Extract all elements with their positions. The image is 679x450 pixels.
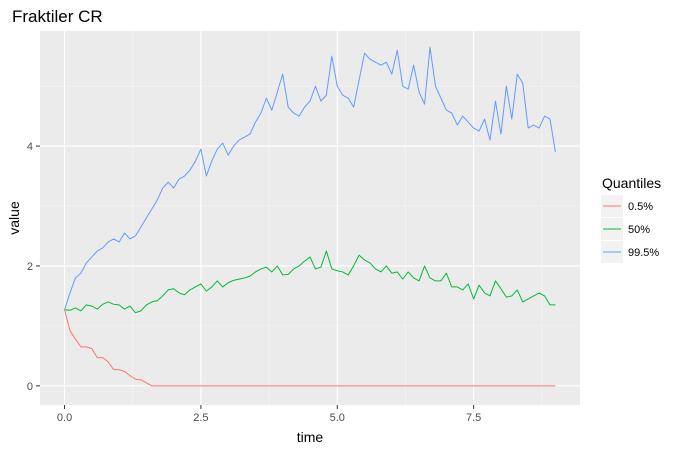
plot-panel	[40, 31, 580, 405]
y-axis-title: value	[6, 201, 22, 235]
x-axis: 0.0 2.5 5.0 7.5	[57, 405, 481, 424]
chart-title: Fraktiler CR	[12, 7, 103, 26]
legend-item-label: 0.5%	[628, 201, 653, 213]
series-line-2	[64, 46, 556, 310]
legend: Quantiles 0.5% 50% 99.5%	[601, 175, 661, 263]
y-tick-label: 0	[27, 381, 33, 393]
x-tick-label: 2.5	[193, 412, 208, 424]
x-tick-label: 5.0	[330, 412, 345, 424]
grid-minor	[40, 31, 580, 405]
y-tick-label: 2	[27, 261, 33, 273]
grid-major	[40, 31, 580, 405]
y-tick-label: 4	[27, 141, 33, 153]
x-tick-label: 0.0	[57, 412, 72, 424]
series-line-0	[64, 309, 556, 387]
legend-item-label: 99.5%	[628, 247, 659, 259]
series-line-1	[64, 250, 556, 314]
x-tick-label: 7.5	[466, 412, 481, 424]
series-lines	[64, 46, 556, 387]
legend-title: Quantiles	[602, 175, 661, 191]
y-axis: 0 2 4	[27, 141, 40, 393]
x-axis-title: time	[297, 429, 324, 445]
legend-item-label: 50%	[628, 224, 650, 236]
